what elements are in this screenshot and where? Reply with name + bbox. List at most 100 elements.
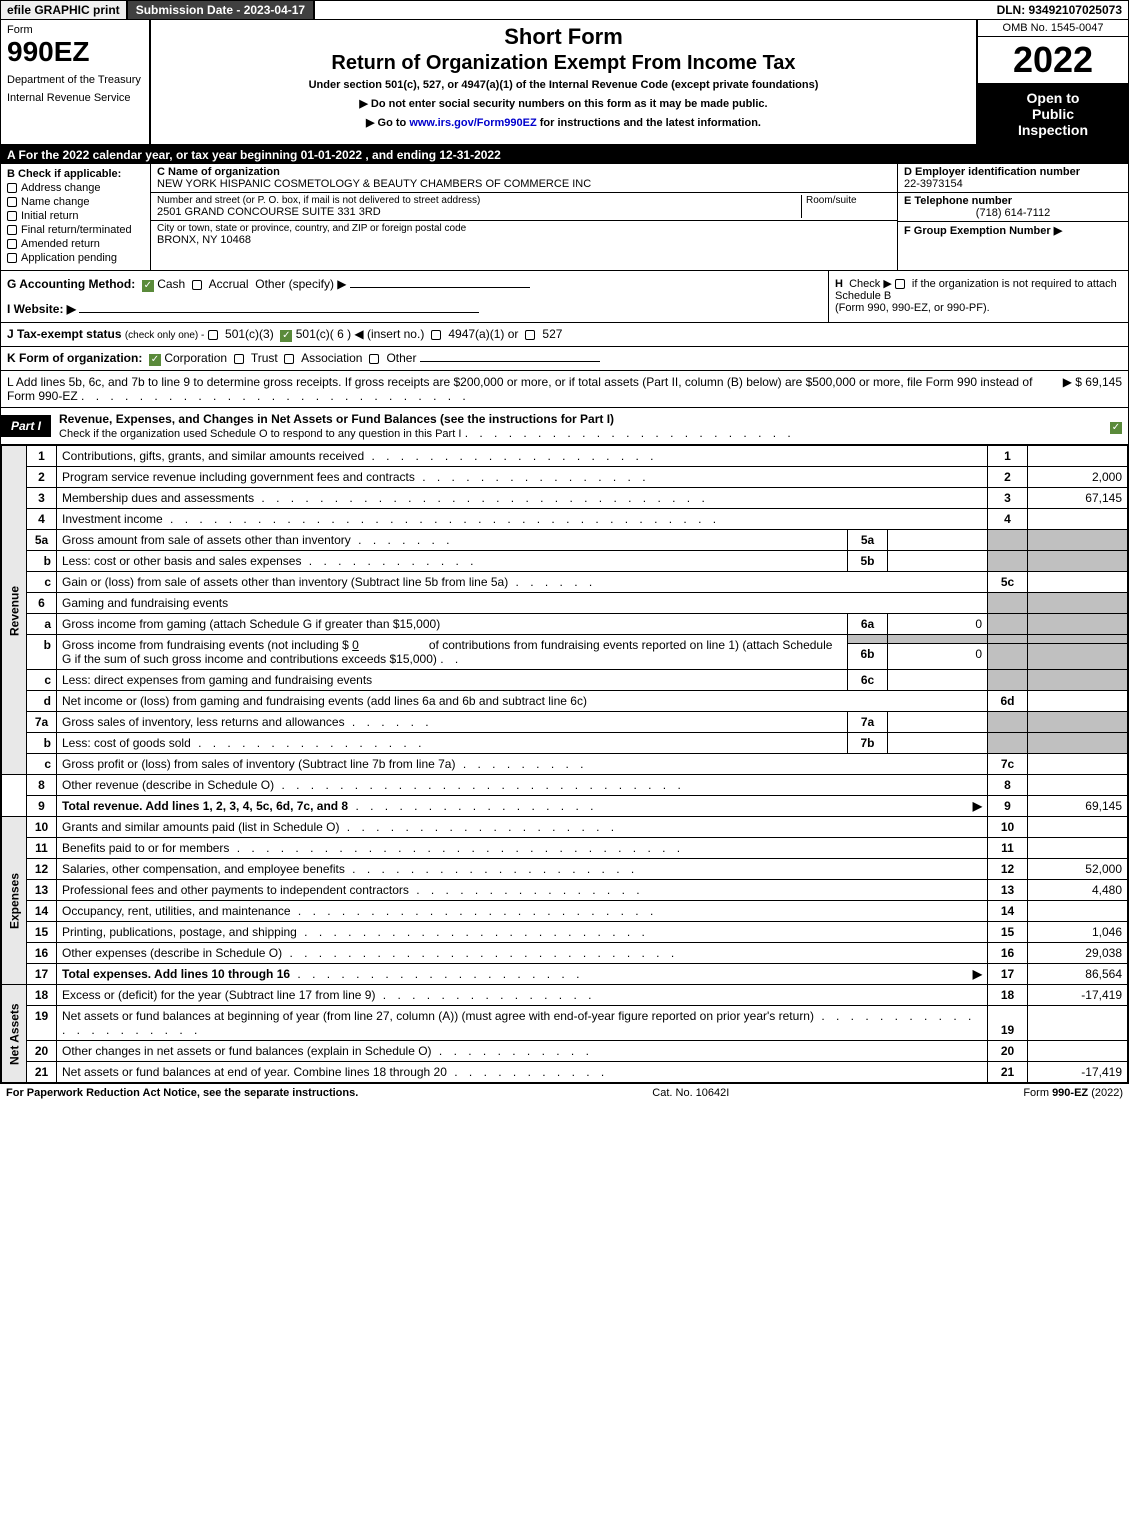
amount bbox=[1028, 446, 1128, 467]
checkbox-icon[interactable] bbox=[192, 280, 202, 290]
subamt bbox=[888, 733, 988, 754]
data-table: Revenue 1 Contributions, gifts, grants, … bbox=[1, 445, 1128, 1083]
short-form-title: Short Form bbox=[159, 24, 968, 50]
linenum: b bbox=[27, 733, 57, 754]
footer-left: For Paperwork Reduction Act Notice, see … bbox=[6, 1087, 358, 1099]
checkbox-icon[interactable] bbox=[7, 239, 17, 249]
table-row: 16 Other expenses (describe in Schedule … bbox=[2, 943, 1128, 964]
boxnum: 16 bbox=[988, 943, 1028, 964]
c-city-value: BRONX, NY 10468 bbox=[157, 234, 891, 246]
grey-cell bbox=[1028, 670, 1128, 691]
table-row: 9 Total revenue. Add lines 1, 2, 3, 4, 5… bbox=[2, 796, 1128, 817]
submission-date: Submission Date - 2023-04-17 bbox=[128, 1, 315, 19]
dots: . . . . . . . . . . . . . . . . . . . . … bbox=[274, 778, 685, 792]
header-right: OMB No. 1545-0047 2022 Open to Public In… bbox=[978, 20, 1128, 144]
line-desc: Other changes in net assets or fund bala… bbox=[57, 1041, 988, 1062]
checkbox-icon[interactable] bbox=[431, 330, 441, 340]
c-name-block: C Name of organization NEW YORK HISPANIC… bbox=[151, 164, 897, 193]
section-bcdef: B Check if applicable: Address change Na… bbox=[1, 164, 1128, 271]
line-desc: Net assets or fund balances at beginning… bbox=[57, 1006, 988, 1041]
open-public: Open to Public Inspection bbox=[978, 84, 1128, 144]
form-label: Form bbox=[7, 24, 143, 36]
amount: 29,038 bbox=[1028, 943, 1128, 964]
grey-cell bbox=[988, 614, 1028, 635]
grey-cell bbox=[988, 635, 1028, 644]
h-check: Check ▶ bbox=[849, 278, 892, 290]
omb-number: OMB No. 1545-0047 bbox=[978, 20, 1128, 37]
part1-header: Part I Revenue, Expenses, and Changes in… bbox=[1, 408, 1128, 445]
checkbox-icon[interactable] bbox=[895, 279, 905, 289]
checkbox-icon[interactable] bbox=[7, 183, 17, 193]
linenum: 12 bbox=[27, 859, 57, 880]
linenum: 1 bbox=[27, 446, 57, 467]
c-org-name: NEW YORK HISPANIC COSMETOLOGY & BEAUTY C… bbox=[157, 178, 891, 190]
grey-cell bbox=[1028, 635, 1128, 644]
check-icon: ✓ bbox=[142, 280, 154, 292]
b-opt-5: Application pending bbox=[21, 252, 117, 264]
linenum: 9 bbox=[27, 796, 57, 817]
table-row: 21 Net assets or fund balances at end of… bbox=[2, 1062, 1128, 1083]
boxnum: 14 bbox=[988, 901, 1028, 922]
k-label: K Form of organization: bbox=[7, 351, 142, 365]
desc-text: Gross amount from sale of assets other t… bbox=[62, 533, 351, 547]
checkbox-icon[interactable] bbox=[369, 354, 379, 364]
checkbox-icon[interactable] bbox=[284, 354, 294, 364]
checkbox-icon[interactable] bbox=[7, 211, 17, 221]
f-label: F Group Exemption Number ▶ bbox=[904, 224, 1122, 237]
checkbox-icon[interactable] bbox=[234, 354, 244, 364]
desc-text: Contributions, gifts, grants, and simila… bbox=[62, 449, 364, 463]
linenum: a bbox=[27, 614, 57, 635]
dots: . . . . . . . . . . . . bbox=[301, 554, 477, 568]
checkbox-icon[interactable] bbox=[208, 330, 218, 340]
dots: . . . . . . . . . . . . . . . . . . . bbox=[339, 820, 618, 834]
b-app-pending: Application pending bbox=[7, 252, 144, 264]
linenum: 10 bbox=[27, 817, 57, 838]
dept-treasury: Department of the Treasury bbox=[7, 74, 143, 86]
table-row: 2 Program service revenue including gove… bbox=[2, 467, 1128, 488]
line-desc: Gross amount from sale of assets other t… bbox=[57, 530, 848, 551]
line-desc: Excess or (deficit) for the year (Subtra… bbox=[57, 985, 988, 1006]
form-number: 990EZ bbox=[7, 36, 143, 68]
b-amended-return: Amended return bbox=[7, 238, 144, 250]
subbox: 6c bbox=[848, 670, 888, 691]
d-block: D Employer identification number 22-3973… bbox=[898, 164, 1128, 193]
checkbox-icon[interactable] bbox=[7, 253, 17, 263]
line-desc: Other revenue (describe in Schedule O) .… bbox=[57, 775, 988, 796]
col-g: G Accounting Method: ✓ Cash Accrual Othe… bbox=[1, 271, 828, 322]
boxnum: 18 bbox=[988, 985, 1028, 1006]
e-label: E Telephone number bbox=[904, 195, 1122, 207]
checkbox-icon[interactable] bbox=[7, 197, 17, 207]
amount bbox=[1028, 901, 1128, 922]
amount: 69,145 bbox=[1028, 796, 1128, 817]
top-bar: efile GRAPHIC print Submission Date - 20… bbox=[1, 1, 1128, 20]
dots: . . . . . . . . . bbox=[455, 757, 587, 771]
b-opt-4: Amended return bbox=[21, 238, 100, 250]
subbox: 7b bbox=[848, 733, 888, 754]
line-desc: Net assets or fund balances at end of ye… bbox=[57, 1062, 988, 1083]
subbox: 5b bbox=[848, 551, 888, 572]
checkbox-icon[interactable] bbox=[7, 225, 17, 235]
boxnum: 6d bbox=[988, 691, 1028, 712]
irs-link[interactable]: www.irs.gov/Form990EZ bbox=[409, 117, 536, 129]
return-title: Return of Organization Exempt From Incom… bbox=[159, 52, 968, 75]
b-opt-3: Final return/terminated bbox=[21, 224, 132, 236]
table-row: 15 Printing, publications, postage, and … bbox=[2, 922, 1128, 943]
line-desc: Less: cost or other basis and sales expe… bbox=[57, 551, 848, 572]
desc-text: Net assets or fund balances at beginning… bbox=[62, 1009, 814, 1023]
line-desc: Occupancy, rent, utilities, and maintena… bbox=[57, 901, 988, 922]
checkbox-icon[interactable] bbox=[525, 330, 535, 340]
line-desc: Gain or (loss) from sale of assets other… bbox=[57, 572, 988, 593]
open-line1: Open to bbox=[980, 90, 1126, 106]
grey-cell bbox=[848, 635, 888, 644]
row-k: K Form of organization: ✓ Corporation Tr… bbox=[1, 347, 1128, 371]
grey-cell bbox=[988, 593, 1028, 614]
line-desc: Program service revenue including govern… bbox=[57, 467, 988, 488]
form-990ez: efile GRAPHIC print Submission Date - 20… bbox=[0, 0, 1129, 1084]
desc-text: Total expenses. Add lines 10 through 16 bbox=[62, 967, 290, 981]
boxnum: 12 bbox=[988, 859, 1028, 880]
amount bbox=[1028, 691, 1128, 712]
dots: . . . . . . . . . . . bbox=[447, 1065, 608, 1079]
j-opt2: 501(c)( 6 ) ◀ (insert no.) bbox=[296, 327, 425, 341]
part1-title-text: Revenue, Expenses, and Changes in Net As… bbox=[59, 412, 614, 426]
line-desc: Total expenses. Add lines 10 through 16 … bbox=[57, 964, 988, 985]
